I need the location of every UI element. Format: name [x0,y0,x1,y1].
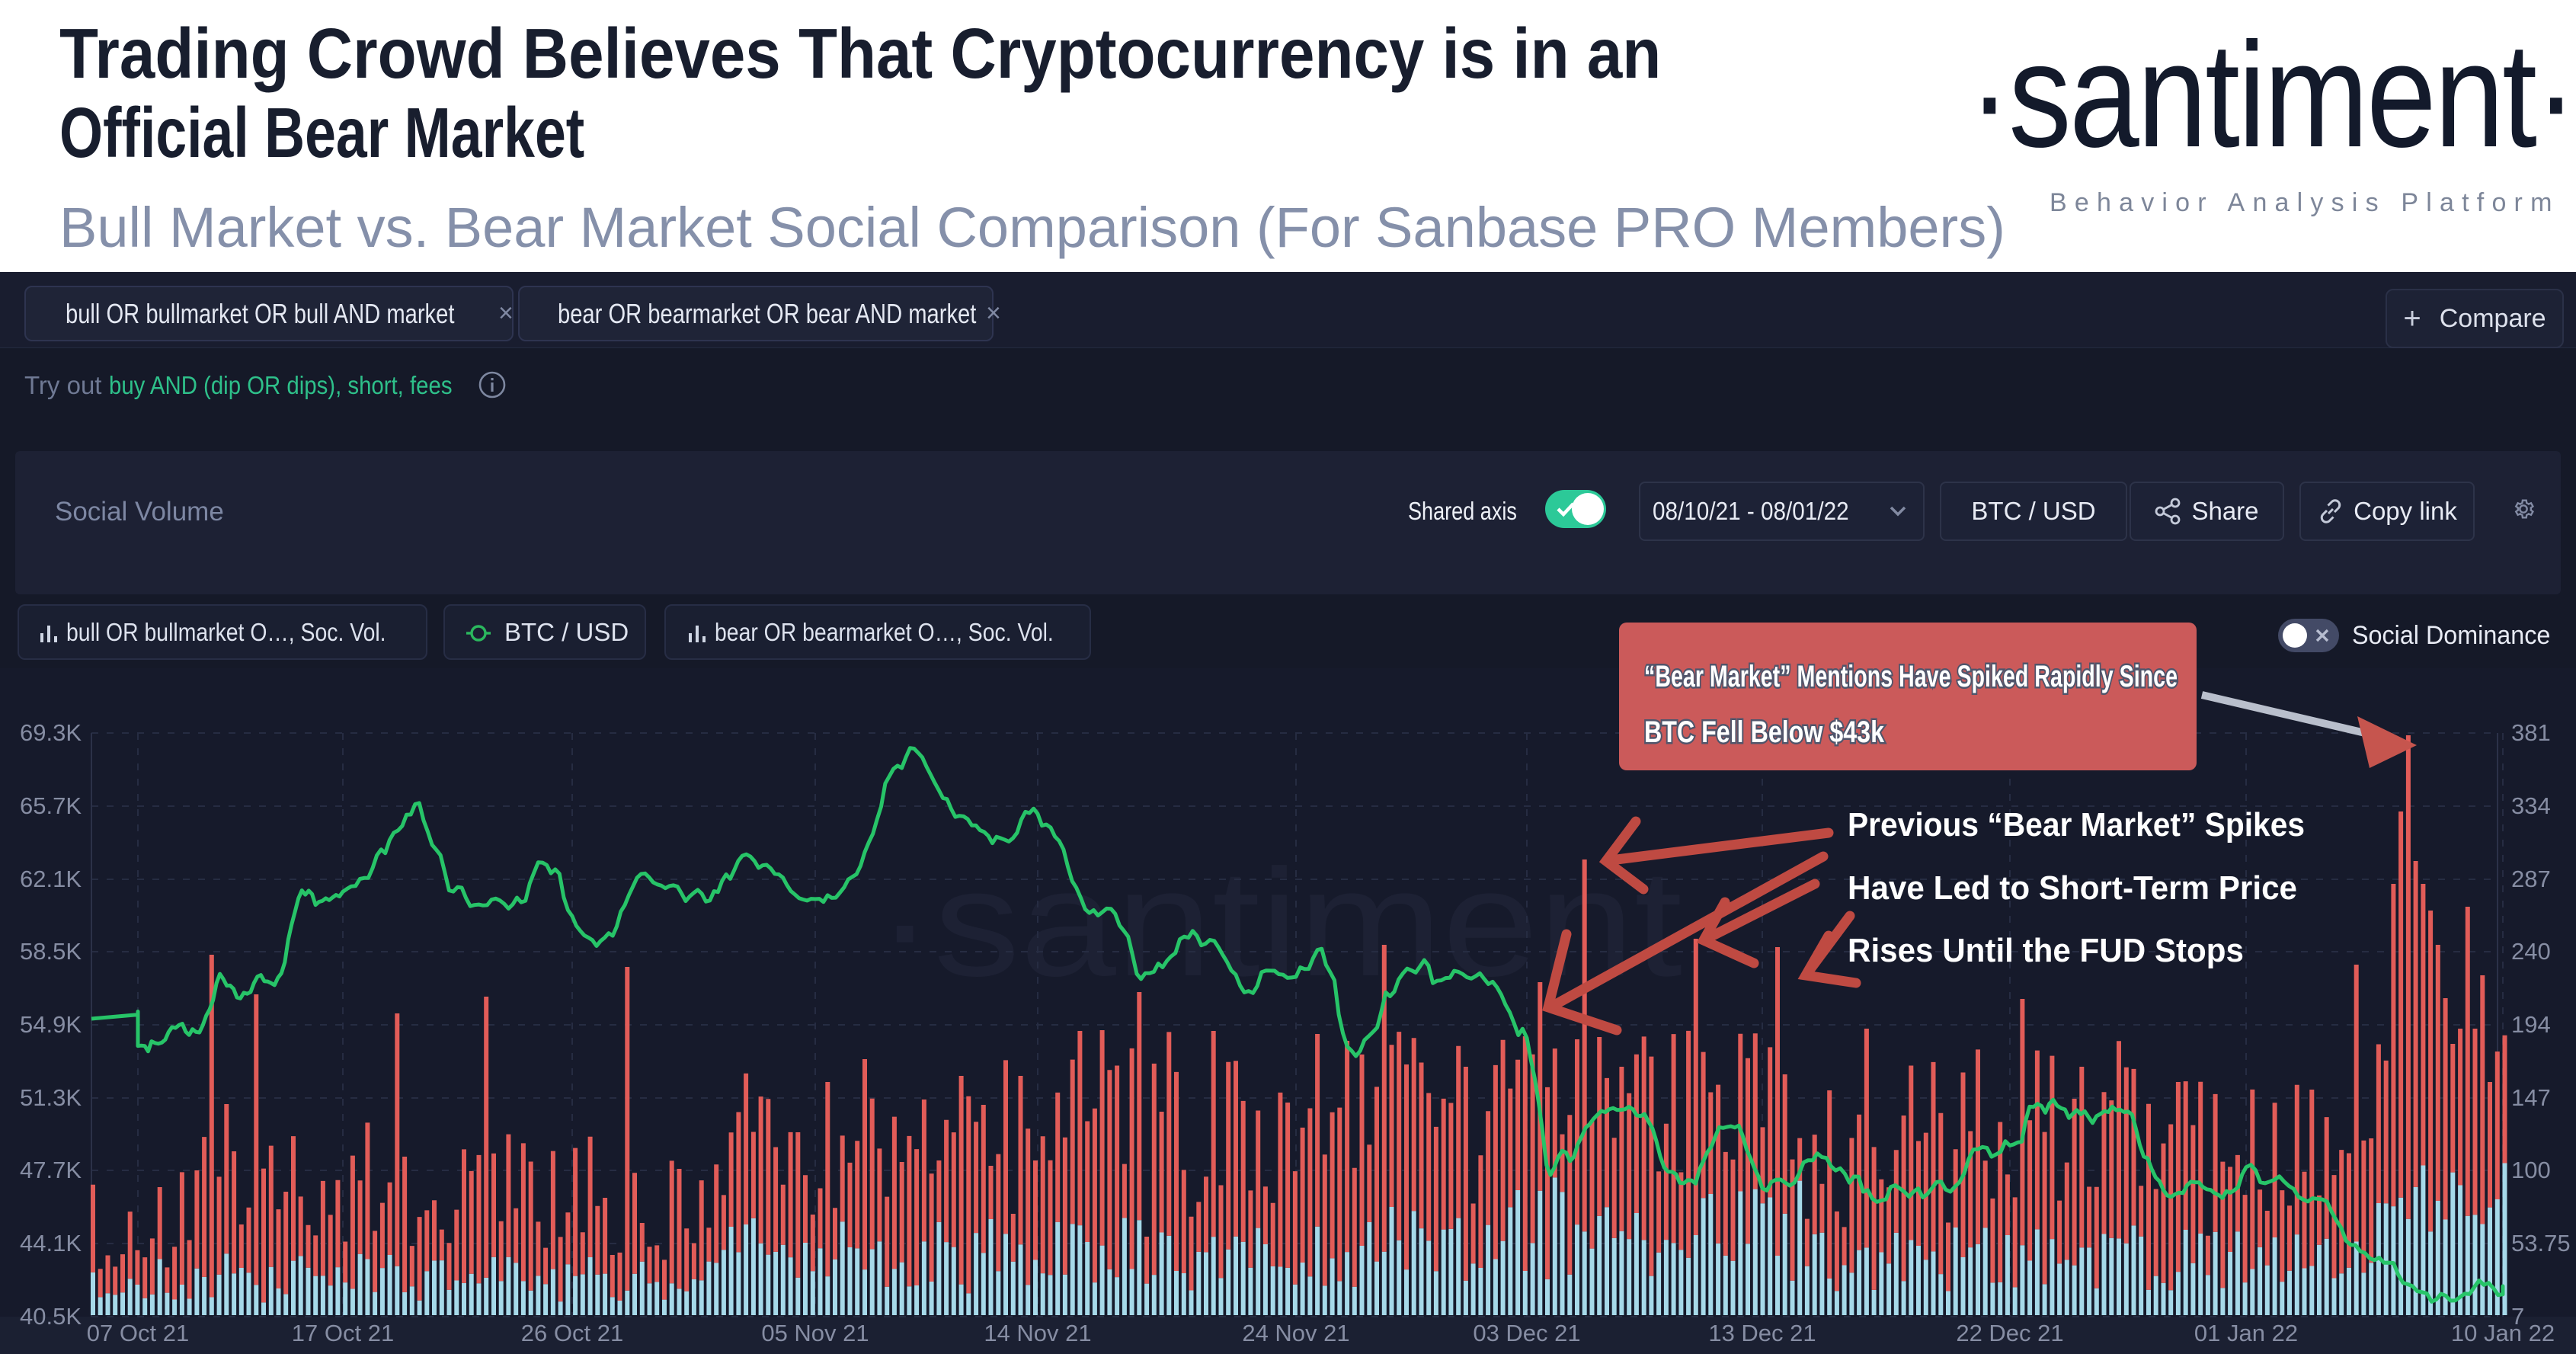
svg-text:05 Nov 21: 05 Nov 21 [761,1320,869,1346]
svg-text:54.9K: 54.9K [20,1011,82,1038]
svg-text:Previous “Bear Market” Spikes: Previous “Bear Market” Spikes [1848,806,2305,843]
svg-text:13 Dec 21: 13 Dec 21 [1708,1320,1816,1346]
svg-text:287: 287 [2511,866,2551,892]
svg-text:17 Oct 21: 17 Oct 21 [292,1320,394,1346]
svg-text:194: 194 [2511,1011,2551,1038]
svg-text:53.75: 53.75 [2511,1230,2571,1256]
svg-text:01 Jan 22: 01 Jan 22 [2194,1320,2298,1346]
svg-text:Have Led to Short-Term Price: Have Led to Short-Term Price [1848,869,2297,907]
svg-text:62.1K: 62.1K [20,866,82,892]
svg-text:334: 334 [2511,792,2551,819]
svg-text:“Bear Market” Mentions Have Sp: “Bear Market” Mentions Have Spiked Rapid… [1644,660,2178,693]
svg-text:58.5K: 58.5K [20,938,82,965]
svg-text:10 Jan 22: 10 Jan 22 [2451,1320,2555,1346]
svg-text:7: 7 [2511,1303,2524,1330]
svg-text:44.1K: 44.1K [20,1230,82,1256]
svg-text:03 Dec 21: 03 Dec 21 [1473,1320,1580,1346]
svg-text:·santiment: ·santiment [876,838,1682,1008]
svg-text:147: 147 [2511,1084,2551,1111]
svg-text:240: 240 [2511,938,2551,965]
svg-text:14 Nov 21: 14 Nov 21 [984,1320,1091,1346]
svg-text:24 Nov 21: 24 Nov 21 [1242,1320,1349,1346]
svg-text:100: 100 [2511,1157,2551,1183]
svg-text:40.5K: 40.5K [20,1303,82,1330]
svg-text:07 Oct 21: 07 Oct 21 [87,1320,189,1346]
svg-text:65.7K: 65.7K [20,792,82,819]
svg-text:381: 381 [2511,719,2551,746]
svg-text:BTC Fell Below $43k: BTC Fell Below $43k [1644,715,1885,749]
svg-text:22 Dec 21: 22 Dec 21 [1956,1320,2063,1346]
svg-text:Rises Until the FUD Stops: Rises Until the FUD Stops [1848,932,2244,969]
svg-text:47.7K: 47.7K [20,1157,82,1183]
svg-text:51.3K: 51.3K [20,1084,82,1111]
svg-text:26 Oct 21: 26 Oct 21 [521,1320,623,1346]
svg-text:69.3K: 69.3K [20,719,82,746]
